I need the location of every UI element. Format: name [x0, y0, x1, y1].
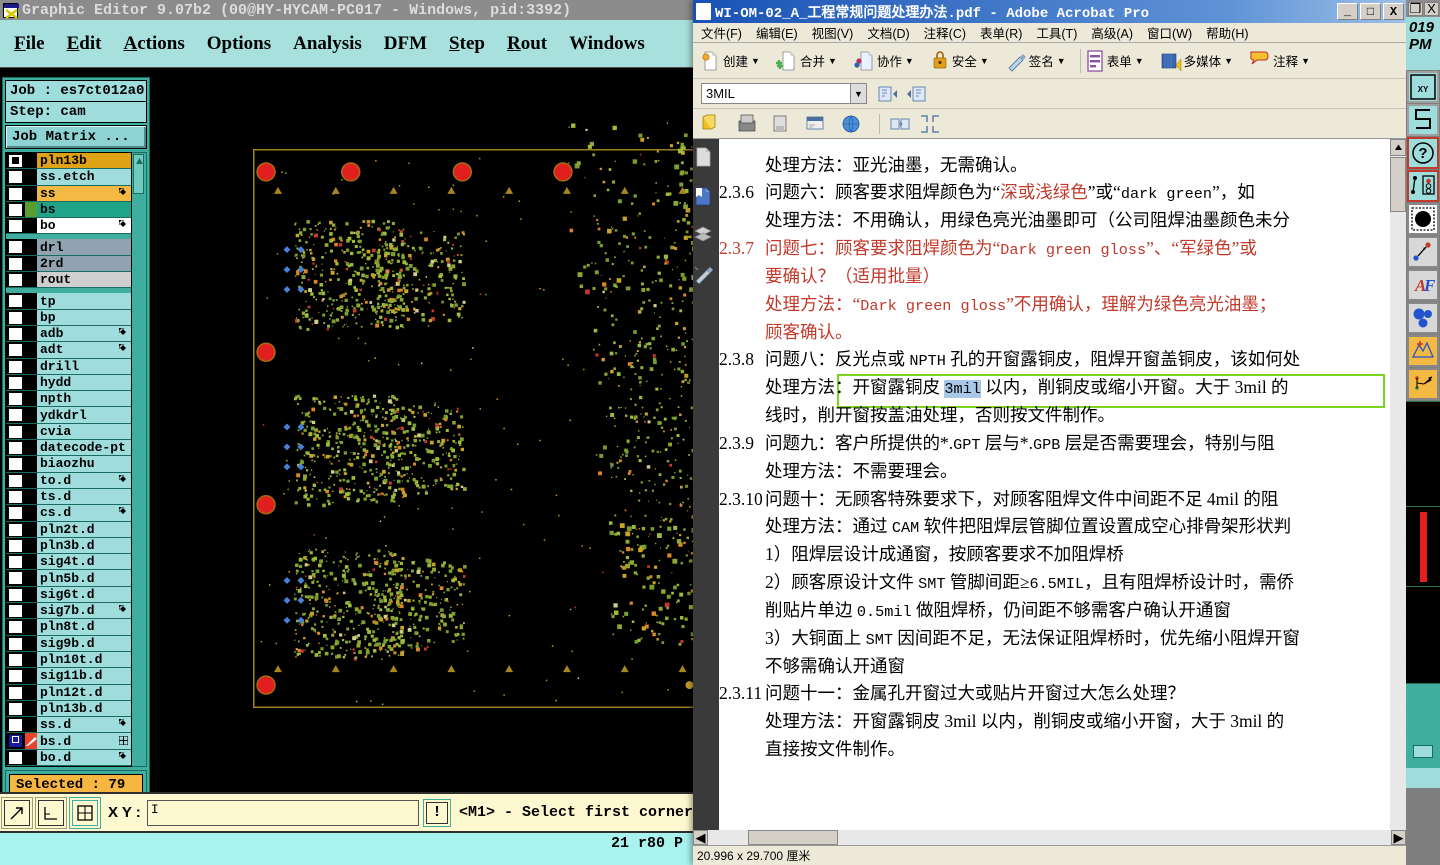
- svg-text:?: ?: [1418, 145, 1427, 162]
- svg-text:XY: XY: [1418, 85, 1429, 94]
- svg-text:F: F: [1423, 276, 1436, 295]
